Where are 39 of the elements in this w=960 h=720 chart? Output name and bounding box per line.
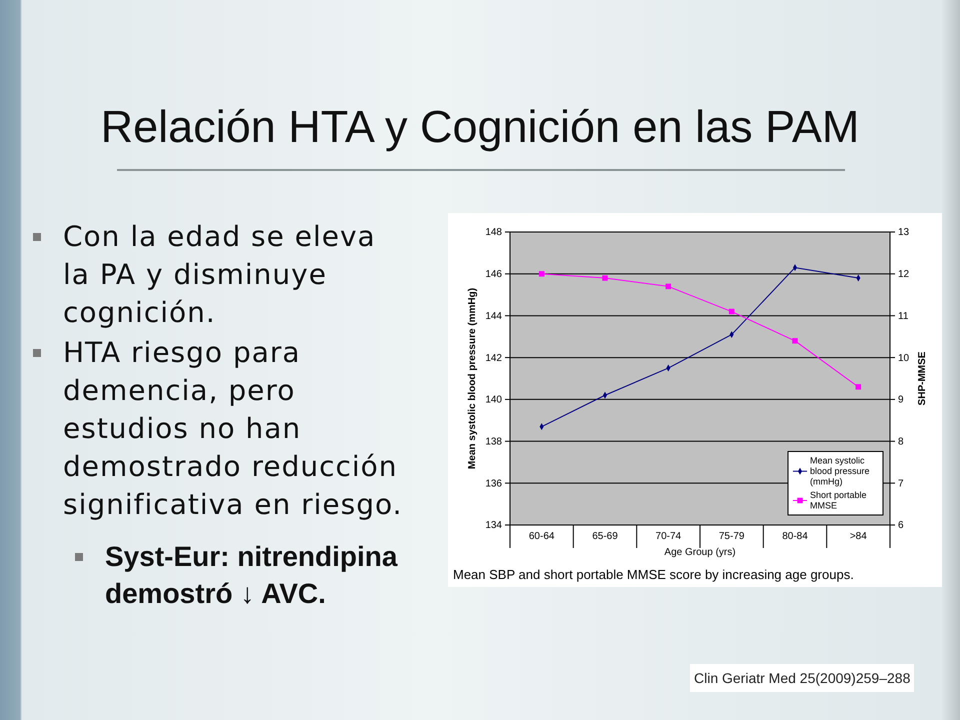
y2-tick-label: 11 — [898, 310, 909, 322]
x-tick-label: 80-84 — [782, 531, 808, 542]
y2-tick-label: 13 — [898, 227, 910, 238]
y2-axis-title: SHP-MMSE — [917, 351, 928, 406]
legend-label: Mean systolic blood pressure (mmHg) — [810, 456, 870, 486]
y2-tick-label: 12 — [898, 269, 910, 280]
chart-title: Relación HTA y Cognición en las PAM — [100, 100, 860, 154]
text: HTA riesgo para demencia, pero estudios no han demostrado reducción significativa en riesgo. — [63, 335, 404, 523]
point — [856, 384, 862, 390]
x-tick-label: 75-79 — [718, 531, 745, 542]
x-tick-label: 65-69 — [592, 531, 618, 542]
y-tick-label: 134 — [485, 520, 502, 532]
y-tick-label: 138 — [485, 436, 502, 448]
y-tick-label: 142 — [485, 352, 502, 364]
point — [666, 284, 672, 290]
y-tick-label: 148 — [485, 227, 502, 238]
y-tick-label: 140 — [485, 394, 502, 406]
x-axis-title: Age Group (yrs) — [664, 547, 736, 558]
text: Con la edad se eleva la PA y disminuye cognición. — [63, 219, 377, 331]
y-tick-label: 136 — [485, 478, 502, 490]
x-tick-label: >84 — [850, 531, 868, 542]
text: Clin Geriatr Med 25(2009)259–288 — [690, 664, 914, 692]
x-tick-label: 70-74 — [656, 531, 682, 542]
y2-tick-label: 9 — [898, 394, 904, 406]
y2-tick-label: 6 — [898, 520, 904, 532]
point — [728, 308, 734, 314]
text: Mean SBP and short portable MMSE score by increasing age groups. — [453, 567, 854, 582]
text: Syst-Eur: nitrendipina demostró ↓ AVC. — [105, 540, 399, 611]
x-tick-label: 60-64 — [528, 531, 555, 542]
y2-tick-label: 10 — [898, 352, 910, 364]
point — [602, 275, 608, 281]
y2-tick-label: 7 — [898, 478, 904, 490]
y-axis-title: Mean systolic blood pressure (mmHg) — [467, 288, 478, 470]
legend-label: Short portable MMSE — [810, 490, 867, 510]
y-tick-label: 144 — [485, 310, 502, 322]
point — [792, 338, 798, 344]
point — [538, 271, 544, 277]
y-tick-label: 146 — [485, 269, 502, 280]
y2-tick-label: 8 — [898, 436, 904, 448]
